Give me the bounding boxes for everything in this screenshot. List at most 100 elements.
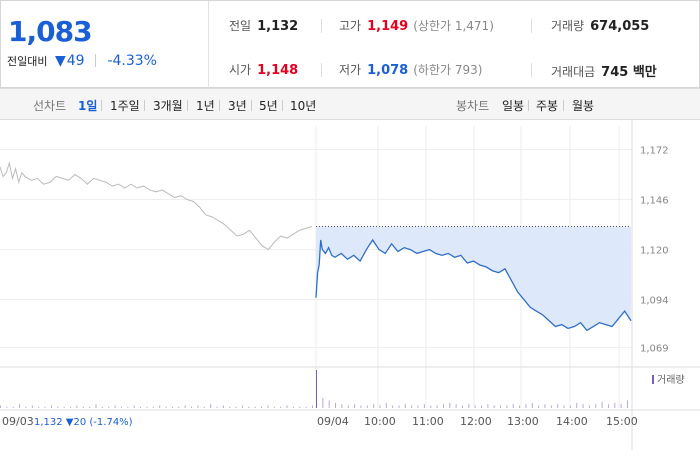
volume-bar	[114, 405, 116, 408]
volume-bar	[210, 404, 212, 408]
volume-bar	[481, 405, 483, 408]
volume-bar	[366, 405, 368, 408]
divider	[321, 63, 322, 77]
divider	[187, 100, 188, 111]
volume-bar	[493, 405, 495, 408]
volume-bar	[286, 405, 288, 408]
volume-bar	[299, 406, 301, 408]
volume-bar	[108, 406, 110, 408]
divider	[528, 100, 529, 111]
divider	[144, 100, 145, 111]
volume-bar	[197, 405, 199, 408]
y-tick-label: 1,069	[640, 344, 669, 355]
volume-bar	[468, 404, 470, 408]
volume-bar	[261, 406, 263, 408]
volume-bar	[404, 404, 406, 408]
volume-bar	[398, 405, 400, 408]
tab-3months[interactable]: 3개월	[153, 99, 183, 113]
tab-1year[interactable]: 1년	[196, 99, 215, 113]
volume-bar	[254, 406, 256, 408]
stat-volume: 거래량 674,055	[551, 17, 649, 34]
volume-bar	[216, 406, 218, 408]
divider	[101, 100, 102, 111]
x-tick-label: 15:00	[606, 415, 638, 428]
volume-bar	[120, 406, 122, 408]
line-chart-label: 선차트	[33, 99, 67, 113]
volume-label: 거래량	[551, 19, 585, 33]
open-value: 1,148	[257, 63, 299, 78]
volume-bar	[292, 406, 294, 408]
volume-bar	[0, 405, 1, 408]
x-tick-label: 13:00	[507, 415, 539, 428]
volume-bar	[248, 406, 250, 408]
volume-bar	[347, 405, 349, 408]
volume-bar	[222, 405, 224, 408]
x-tick-label: 09/03	[2, 415, 34, 428]
stat-high: 고가 1,149 (상한가 1,471)	[339, 17, 494, 34]
volume-bar	[267, 405, 269, 408]
volume-bar	[31, 405, 33, 408]
volume-bar	[373, 404, 375, 408]
open-label: 시가	[229, 63, 252, 77]
tab-1day[interactable]: 1일	[78, 99, 98, 113]
stat-amount: 거래대금 745 백만	[551, 61, 657, 80]
tab-1week[interactable]: 1주일	[110, 99, 140, 113]
amount-label: 거래대금	[551, 65, 596, 79]
volume-bar	[512, 404, 514, 408]
tab-daily[interactable]: 일봉	[502, 99, 525, 113]
prev-day-line	[0, 161, 313, 251]
change-amount: 49	[66, 53, 85, 69]
change-rate: -4.33%	[107, 53, 157, 69]
tab-monthly[interactable]: 월봉	[572, 99, 595, 113]
stat-open: 시가 1,148	[229, 61, 298, 78]
volume-bar	[544, 404, 546, 408]
volume-bar	[563, 405, 565, 408]
volume-bar	[140, 406, 142, 408]
volume-bar	[19, 404, 21, 408]
volume-bar	[101, 406, 103, 408]
prev-close-label: 전일	[229, 19, 252, 33]
volume-bar	[341, 404, 343, 408]
volume-bar	[76, 405, 78, 408]
volume-bar	[385, 402, 387, 408]
volume-bar	[133, 405, 135, 408]
y-tick-label: 1,172	[640, 146, 669, 157]
divider	[251, 100, 252, 111]
prev-day-summary: 1,132 ▼20 (-1.74%)	[34, 417, 133, 428]
volume-bar	[63, 406, 65, 408]
volume-bar	[171, 406, 173, 408]
volume-bar	[455, 404, 457, 408]
volume-bar	[280, 406, 282, 408]
volume-bar	[620, 404, 622, 408]
volume-bar	[316, 370, 317, 408]
volume-bar	[335, 402, 337, 408]
volume-bar	[50, 405, 52, 408]
volume-bar	[417, 405, 419, 408]
tab-weekly[interactable]: 주봉	[536, 99, 559, 113]
volume-bar	[191, 406, 193, 408]
price-chart: 1,172 1,146 1,120 1,094 1,069 거래량 09/03 09/04 10…	[0, 120, 700, 450]
tab-5years[interactable]: 5년	[259, 99, 278, 113]
volume-bar	[519, 405, 521, 408]
volume-bar	[95, 404, 97, 408]
volume-bar	[312, 405, 313, 408]
tab-3years[interactable]: 3년	[228, 99, 247, 113]
y-tick-label: 1,120	[640, 246, 669, 257]
volume-bar	[241, 405, 243, 408]
volume-bar	[354, 404, 356, 408]
stat-low: 저가 1,078 (하한가 793)	[339, 61, 482, 78]
volume-bar	[525, 404, 527, 408]
volume-bar	[178, 406, 180, 408]
volume-legend-swatch	[652, 375, 654, 384]
volume-bar	[436, 405, 438, 408]
volume-bar	[430, 405, 432, 408]
volume-bar	[360, 405, 362, 408]
prev-close-value: 1,132	[257, 19, 299, 34]
stat-prev-close: 전일 1,132	[229, 17, 298, 34]
high-value: 1,149	[367, 19, 409, 34]
volume-bar	[203, 406, 205, 408]
divider	[219, 100, 220, 111]
volume-bar	[305, 406, 307, 408]
tab-10years[interactable]: 10년	[290, 99, 317, 113]
volume-bar	[127, 406, 129, 408]
